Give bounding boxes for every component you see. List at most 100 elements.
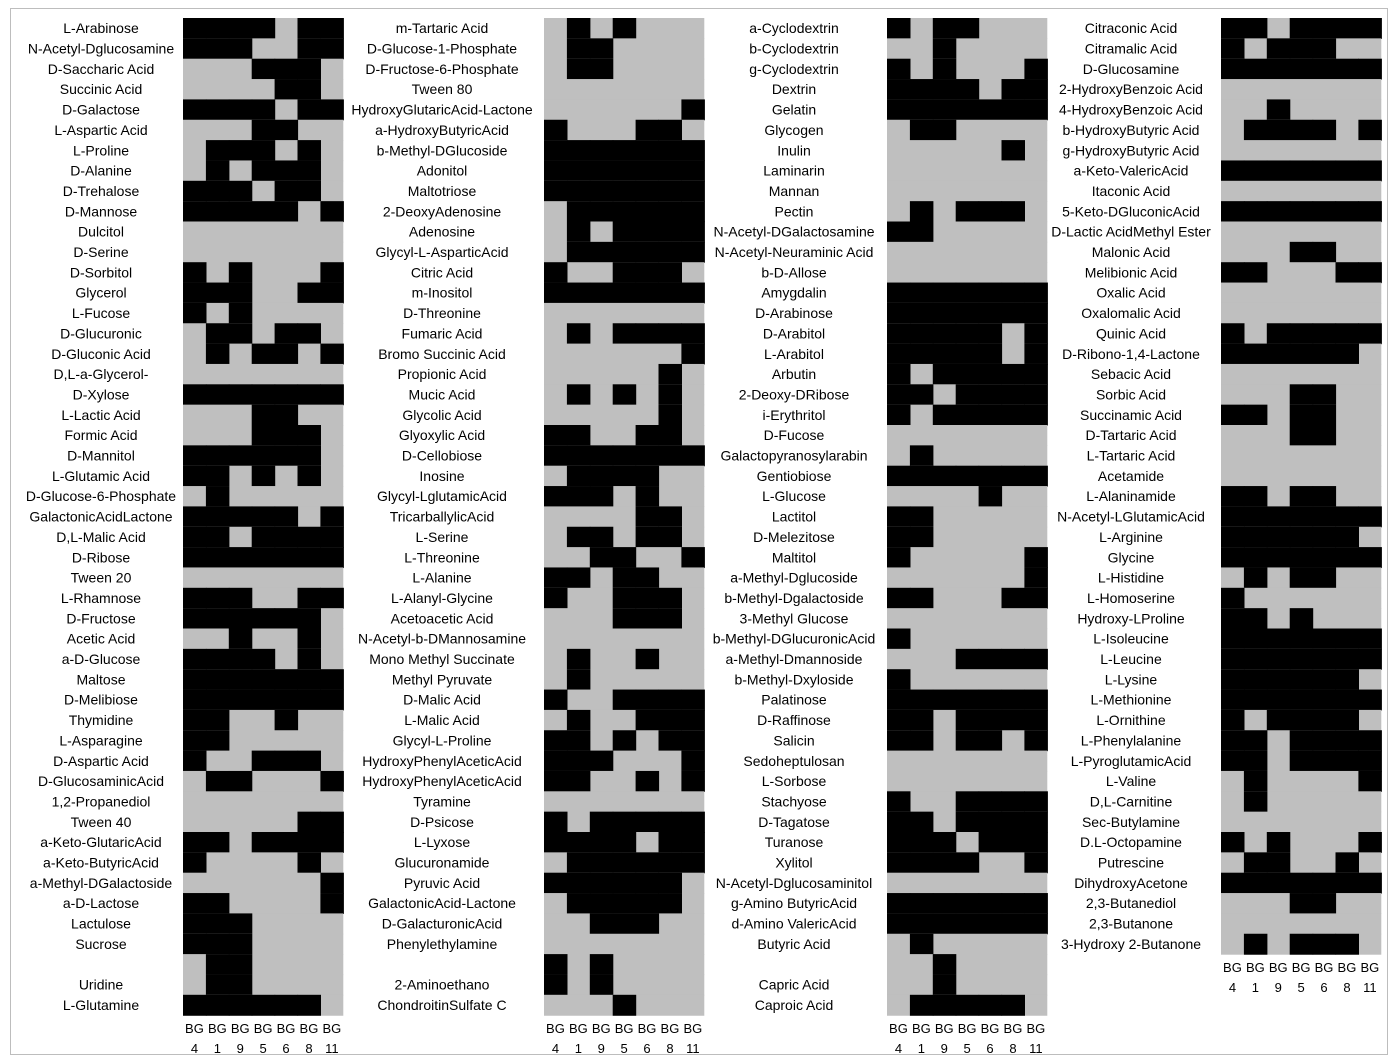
heatmap-cell (1266, 160, 1291, 182)
heatmap-cell (1335, 628, 1359, 650)
row-label: Succinamic Acid (1080, 407, 1182, 423)
heatmap-cell (658, 608, 682, 630)
heatmap-row: Tyramine (413, 791, 705, 813)
row-label: D,L-Malic Acid (56, 529, 145, 545)
heatmap-cell (589, 38, 614, 60)
row-label: L-Asparagine (59, 732, 142, 748)
heatmap-row: 3-Hydroxy 2-Butanone (1061, 933, 1382, 955)
heatmap-row: L-Asparagine (59, 730, 344, 752)
heatmap-cell (932, 974, 957, 996)
row-label: Turanose (765, 834, 824, 850)
heatmap-row: Tween 20 (71, 567, 344, 589)
heatmap-row: D-Alanine (70, 160, 344, 182)
row-label: D-Fructose-6-Phosphate (365, 61, 519, 77)
heatmap-cell (909, 465, 934, 487)
heatmap-cell (681, 770, 705, 792)
heatmap-cell (1243, 58, 1268, 80)
heatmap-cell (320, 282, 344, 304)
heatmap-row: Salicin (773, 730, 1048, 752)
heatmap-row: g-Cyclodextrin (749, 58, 1048, 80)
heatmap-cell (955, 811, 980, 833)
heatmap-cell (566, 486, 591, 507)
heatmap-cell (1289, 425, 1314, 446)
heatmap-cell (205, 547, 230, 569)
heatmap-row: D-Arabinose (755, 302, 1048, 324)
heatmap-cell (1289, 119, 1314, 141)
heatmap-cell (297, 425, 321, 446)
heatmap-cell (251, 18, 276, 39)
row-label: a-Methyl-Dmannoside (726, 651, 863, 667)
row-background (1221, 99, 1382, 121)
heatmap-cell (635, 893, 660, 914)
heatmap-cell (205, 18, 230, 39)
heatmap-cell (205, 38, 230, 60)
row-label: Maltose (76, 671, 125, 687)
strain-label-top: BG (1315, 960, 1334, 975)
heatmap-cell (658, 262, 682, 284)
heatmap-cell (1221, 872, 1245, 894)
heatmap-cell (1335, 323, 1359, 345)
strain-label-number: 5 (964, 1041, 971, 1056)
heatmap-cell (658, 363, 682, 385)
heatmap-row: D-Sorbitol (70, 262, 344, 284)
heatmap-row: L-Lyxose (414, 832, 705, 853)
heatmap-cell (909, 384, 934, 406)
heatmap-row: L-Valine (1106, 770, 1382, 792)
strain-label-number: 1 (1252, 980, 1259, 995)
heatmap-cell (978, 994, 1003, 1016)
heatmap-cell (183, 99, 207, 121)
heatmap-cell (274, 384, 299, 406)
row-label: Adonitol (417, 163, 468, 179)
heatmap-cell (1312, 933, 1337, 955)
heatmap-cell (297, 628, 321, 650)
heatmap-cell (566, 832, 591, 853)
heatmap-cell (887, 709, 911, 731)
heatmap-cell (1289, 506, 1314, 528)
heatmap-cell (1024, 282, 1048, 304)
heatmap-row: b-HydroxyButyric Acid (1063, 119, 1382, 141)
row-label: Lactitol (772, 509, 816, 525)
row-label: Bromo Succinic Acid (378, 346, 506, 362)
row-background (1221, 445, 1382, 467)
heatmap-cell (1358, 832, 1382, 853)
heatmap-cell (297, 526, 321, 548)
row-background (544, 79, 705, 100)
heatmap-row: Maltotriose (408, 180, 705, 202)
row-background (183, 302, 344, 324)
heatmap-cell (251, 832, 276, 853)
heatmap-cell (887, 791, 911, 813)
row-label: Malonic Acid (1092, 244, 1171, 260)
heatmap-row: D-Malic Acid (403, 689, 705, 711)
heatmap-cell (183, 587, 207, 609)
row-label: Itaconic Acid (1092, 183, 1171, 199)
heatmap-cell (1312, 506, 1337, 528)
row-label: D-Tagatose (758, 814, 830, 830)
heatmap-cell (1335, 669, 1359, 691)
row-label: a-Cyclodextrin (749, 20, 838, 36)
heatmap-cell (887, 384, 911, 406)
strain-axis: BG 4 BG 1 BG 9 BG 5 BG 6 BG 8 BG 11 (546, 1021, 702, 1056)
heatmap-cell (251, 608, 276, 630)
row-label: 2,3-Butanone (1089, 916, 1173, 932)
row-label: a-Keto-GlutaricAcid (40, 834, 161, 850)
strain-label-top: BG (661, 1021, 680, 1036)
heatmap-cell (205, 994, 230, 1016)
row-label: L-Glutamic Acid (52, 468, 150, 484)
row-label: GalactonicAcid-Lactone (368, 895, 516, 911)
heatmap-row: D-Glucosamine (1083, 58, 1382, 80)
heatmap-cell (955, 709, 980, 731)
heatmap-row: L-Leucine (1100, 648, 1382, 670)
heatmap-row: Turanose (765, 832, 1048, 853)
heatmap-cell (887, 669, 911, 691)
heatmap-cell (205, 669, 230, 691)
row-label: Acetamide (1098, 468, 1164, 484)
heatmap-row: d-Amino ValericAcid (731, 913, 1048, 935)
heatmap-cell (1335, 160, 1359, 182)
heatmap-cell (1335, 547, 1359, 569)
heatmap-cell (320, 384, 344, 406)
row-label: Melibionic Acid (1085, 264, 1178, 280)
row-label: L-Fucose (72, 305, 131, 321)
row-label: Dextrin (772, 81, 816, 97)
row-background (1221, 79, 1382, 100)
heatmap-cell (1266, 709, 1291, 731)
